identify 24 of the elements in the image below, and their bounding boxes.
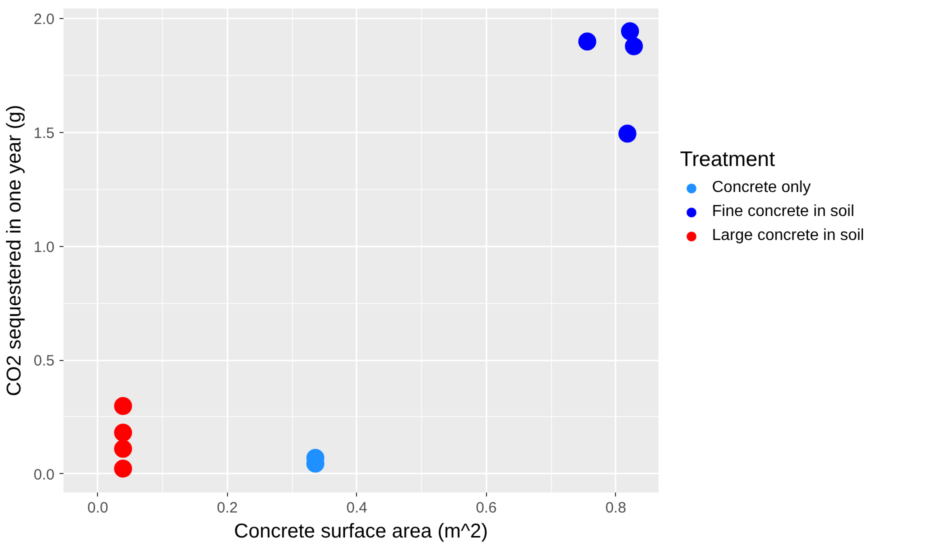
legend-label: Fine concrete in soil	[712, 203, 854, 221]
point	[114, 397, 132, 416]
y-tick-label: 1.5	[34, 125, 55, 142]
x-tick-label: 0.6	[476, 500, 497, 516]
point	[114, 460, 132, 478]
y-tick-label: 1.0	[34, 238, 55, 256]
x-tick-label: 0.8	[605, 500, 626, 516]
y-tick-label: 0.0	[34, 466, 55, 484]
point	[618, 124, 636, 143]
y-tick-label: 2.0	[34, 11, 55, 28]
x-axis-title: Concrete surface area (m^2)	[234, 520, 488, 542]
point	[621, 22, 640, 40]
point	[114, 440, 132, 458]
x-tick-label: 0.0	[87, 500, 108, 516]
x-tick-label: 0.2	[216, 500, 238, 516]
legend-title: Treatment	[680, 148, 776, 172]
point	[624, 37, 643, 56]
point	[114, 424, 132, 442]
x-tick-label: 0.4	[346, 500, 368, 516]
legend-label: Large concrete in soil	[712, 227, 864, 245]
point	[578, 32, 596, 50]
y-axis-title: CO2 sequestered in one year (g)	[4, 104, 26, 396]
y-tick-label: 0.5	[34, 352, 55, 370]
legend-label: Concrete only	[712, 179, 811, 197]
